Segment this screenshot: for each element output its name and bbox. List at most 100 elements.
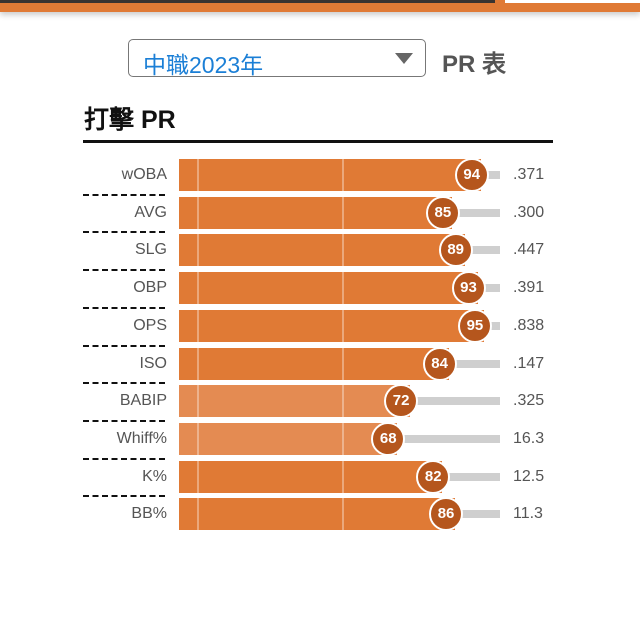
stat-value: 16.3 xyxy=(513,429,545,447)
gridline xyxy=(197,309,199,342)
gridline xyxy=(342,347,344,380)
section-title: 打擊 PR xyxy=(84,106,176,134)
stat-value: .391 xyxy=(513,279,545,297)
stat-value: .300 xyxy=(513,203,545,221)
pr-bar[interactable] xyxy=(179,422,398,455)
gridline xyxy=(197,422,199,455)
bar-track: 85 xyxy=(179,195,500,230)
gridline xyxy=(342,422,344,455)
gridline xyxy=(342,234,344,267)
bar-row: K% 82 12.5 xyxy=(0,457,640,494)
row-separator xyxy=(83,193,165,196)
stat-value: 12.5 xyxy=(513,467,545,485)
category-label: BB% xyxy=(131,505,167,523)
category-label: BABIP xyxy=(119,392,167,410)
gridline xyxy=(197,460,199,493)
pr-value-badge: 86 xyxy=(429,497,464,532)
banner-button[interactable] xyxy=(505,0,640,3)
pr-bar[interactable] xyxy=(179,309,484,342)
pr-value-badge: 93 xyxy=(451,271,486,306)
gridline xyxy=(197,498,199,531)
gridline xyxy=(342,159,344,191)
pr-bar[interactable] xyxy=(179,460,443,493)
category-label: SLG xyxy=(134,241,167,259)
category-label: AVG xyxy=(134,203,167,221)
banner-image xyxy=(0,0,495,3)
remaining-track xyxy=(442,208,500,217)
pr-table-label: PR 表 xyxy=(442,51,507,78)
bar-row: ISO 84 .147 xyxy=(0,344,640,381)
gridline xyxy=(197,385,199,418)
stat-value: .447 xyxy=(513,241,545,259)
gridline xyxy=(342,309,344,342)
row-separator xyxy=(83,306,165,309)
gridline xyxy=(197,234,199,267)
pr-bar[interactable] xyxy=(179,498,456,531)
stat-value: 11.3 xyxy=(513,505,543,523)
row-separator xyxy=(83,344,165,347)
pr-bar[interactable] xyxy=(179,196,452,229)
bar-track: 68 xyxy=(179,421,500,456)
gridline xyxy=(342,385,344,418)
bar-track: 95 xyxy=(179,308,500,343)
bar-track: 94 xyxy=(179,158,500,192)
bar-row: AVG 85 .300 xyxy=(0,193,640,230)
pr-value-badge: 95 xyxy=(457,308,492,343)
row-separator xyxy=(83,269,165,272)
stat-value: .147 xyxy=(513,354,545,372)
gridline xyxy=(197,196,199,229)
pr-value-badge: 94 xyxy=(454,158,489,192)
bar-track: 86 xyxy=(179,497,500,532)
bar-track: 93 xyxy=(179,271,500,306)
row-separator xyxy=(83,382,165,385)
gridline xyxy=(197,347,199,380)
remaining-track xyxy=(455,246,500,255)
remaining-track xyxy=(439,359,500,368)
category-label: OBP xyxy=(133,279,167,297)
category-label: OPS xyxy=(133,316,167,334)
bar-row: BB% 86 11.3 xyxy=(0,495,640,532)
category-label: Whiff% xyxy=(116,429,167,447)
bar-row: Whiff% 68 16.3 xyxy=(0,419,640,456)
row-separator xyxy=(83,457,165,460)
category-label: wOBA xyxy=(121,166,167,183)
dropdown-arrow-icon xyxy=(395,53,413,64)
bar-track: 84 xyxy=(179,346,500,381)
gridline xyxy=(342,196,344,229)
pr-value-badge: 68 xyxy=(371,421,406,456)
bar-row: OBP 93 .391 xyxy=(0,269,640,306)
pr-bar[interactable] xyxy=(179,234,465,267)
bar-row: OPS 95 .838 xyxy=(0,306,640,343)
bar-row: SLG 89 .447 xyxy=(0,231,640,268)
category-label: K% xyxy=(142,467,167,485)
row-separator xyxy=(83,231,165,234)
bar-track: 82 xyxy=(179,459,500,494)
remaining-track xyxy=(388,434,500,443)
bar-track: 89 xyxy=(179,233,500,268)
pr-value-badge: 72 xyxy=(384,384,419,419)
gridline xyxy=(342,460,344,493)
league-year-select[interactable]: 中職2023年 xyxy=(128,39,426,78)
stat-value: .325 xyxy=(513,392,545,410)
bar-row: wOBA 94 .371 xyxy=(0,158,640,192)
bar-row: BABIP 72 .325 xyxy=(0,382,640,419)
pr-value-badge: 85 xyxy=(425,195,460,230)
top-banner xyxy=(0,0,640,12)
gridline xyxy=(342,272,344,305)
stat-value: .371 xyxy=(513,166,545,183)
pr-value-badge: 82 xyxy=(416,459,451,494)
title-divider xyxy=(83,140,553,143)
gridline xyxy=(197,272,199,305)
select-value: 中職2023年 xyxy=(143,52,264,78)
pr-bar[interactable] xyxy=(179,159,481,191)
pr-value-badge: 84 xyxy=(422,346,457,381)
stat-value: .838 xyxy=(513,316,545,334)
pr-value-badge: 89 xyxy=(438,233,473,268)
pr-bar[interactable] xyxy=(179,385,411,418)
remaining-track xyxy=(401,397,500,406)
row-separator xyxy=(83,419,165,422)
category-label: ISO xyxy=(139,354,167,372)
pr-bar[interactable] xyxy=(179,347,449,380)
gridline xyxy=(197,159,199,191)
pr-bar[interactable] xyxy=(179,272,478,305)
